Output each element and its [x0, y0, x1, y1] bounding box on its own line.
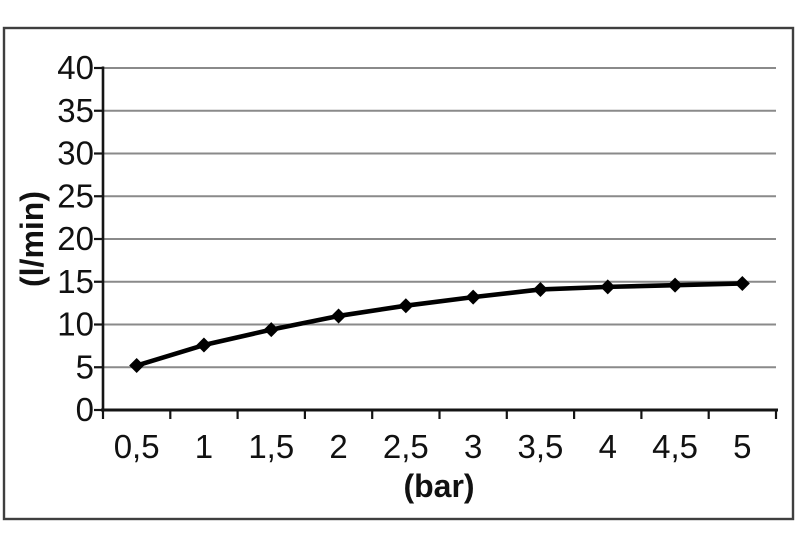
y-tick-label-20: 20 — [57, 220, 94, 257]
y-tick-label-25: 25 — [57, 177, 94, 214]
data-point-3,5 — [532, 281, 548, 297]
x-tick-label-2: 2 — [329, 428, 347, 465]
y-tick-label-30: 30 — [57, 135, 94, 172]
data-point-0,5 — [129, 358, 145, 374]
data-point-1,5 — [263, 322, 279, 338]
x-tick-label-3: 3 — [464, 428, 482, 465]
x-tick-label-5: 5 — [733, 428, 751, 465]
data-point-2 — [331, 308, 347, 324]
data-point-3 — [465, 289, 481, 305]
y-axis-label: (l/min) — [14, 191, 50, 287]
y-tick-label-10: 10 — [57, 306, 94, 343]
x-tick-labels: 0,5 1 1,5 2 2,5 3 3,5 4 4,5 5 — [114, 428, 752, 465]
data-point-4 — [600, 279, 616, 295]
x-tick-label-1: 1 — [195, 428, 213, 465]
x-axis-label: (bar) — [403, 468, 474, 504]
x-tick-label-3,5: 3,5 — [518, 428, 564, 465]
x-tick-label-1,5: 1,5 — [248, 428, 294, 465]
x-tick-label-4,5: 4,5 — [652, 428, 698, 465]
y-tick-label-0: 0 — [76, 391, 94, 428]
series-line-flow-rate — [134, 281, 745, 368]
y-tick-labels: 0 5 10 15 20 25 30 35 40 — [57, 49, 94, 428]
data-point-5 — [734, 275, 750, 291]
x-tick-label-2,5: 2,5 — [383, 428, 429, 465]
x-tick-label-4: 4 — [599, 428, 617, 465]
x-tick-label-0,5: 0,5 — [114, 428, 160, 465]
data-point-4,5 — [667, 277, 683, 293]
y-tick-label-5: 5 — [76, 348, 94, 385]
data-point-2,5 — [398, 298, 414, 314]
data-series-layer — [129, 275, 750, 374]
y-tick-label-15: 15 — [57, 263, 94, 300]
gridlines-layer — [103, 67, 776, 369]
y-tick-label-40: 40 — [57, 49, 94, 86]
data-point-1 — [196, 337, 212, 353]
y-tick-label-35: 35 — [57, 92, 94, 129]
